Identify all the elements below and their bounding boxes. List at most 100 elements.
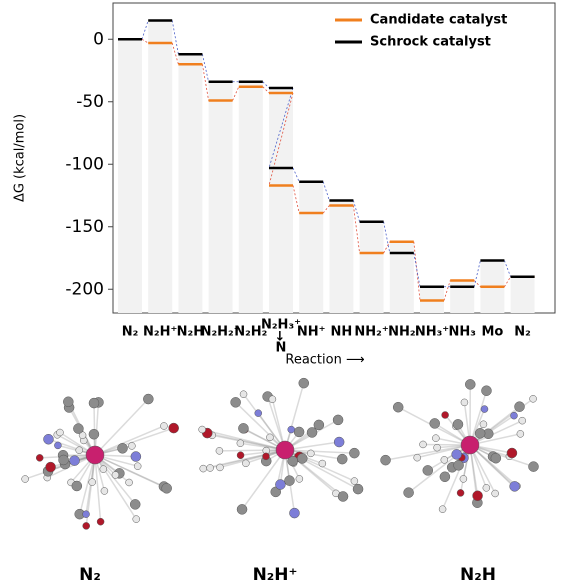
atom <box>440 456 449 464</box>
atom <box>297 453 308 464</box>
atom <box>298 377 310 389</box>
atom <box>289 507 300 519</box>
atom <box>472 490 483 502</box>
atom <box>96 517 105 526</box>
atom <box>307 449 315 458</box>
connector <box>141 20 149 40</box>
y-tick-label: -50 <box>76 92 104 112</box>
atom <box>99 465 108 473</box>
connector <box>268 87 294 169</box>
connector <box>383 241 391 254</box>
atom <box>143 393 154 405</box>
atom <box>465 379 476 390</box>
atom <box>506 447 518 459</box>
connector <box>262 81 270 89</box>
x-tick-label: N <box>276 341 287 356</box>
atom <box>460 398 469 407</box>
connector <box>171 42 179 65</box>
bond <box>94 454 167 489</box>
connector <box>141 38 149 44</box>
connector <box>383 221 391 254</box>
level-column <box>148 20 173 313</box>
atom <box>482 484 491 492</box>
atom <box>287 455 298 467</box>
atom <box>422 465 434 476</box>
atom <box>456 489 465 497</box>
bond <box>94 454 102 522</box>
atom <box>236 504 248 515</box>
x-tick-label: NH₂⁺ <box>354 325 388 340</box>
atom <box>287 425 296 434</box>
connector <box>292 167 300 182</box>
atom <box>82 510 90 518</box>
metal-atom <box>460 435 480 455</box>
atom <box>419 440 427 449</box>
bond <box>241 449 286 510</box>
atom <box>133 462 142 470</box>
x-tick-label: NH⁺ <box>297 325 326 340</box>
atom <box>349 447 360 459</box>
bond <box>284 449 355 454</box>
atom <box>518 416 527 425</box>
atom <box>239 390 248 398</box>
level-column <box>450 280 475 313</box>
atom <box>125 478 133 487</box>
level-column <box>178 54 203 313</box>
atom <box>262 452 270 461</box>
x-tick-label: NH₃⁺ <box>415 325 449 340</box>
level-column <box>269 88 293 313</box>
connector <box>202 54 209 82</box>
atom <box>491 489 499 498</box>
atom <box>266 433 274 442</box>
metal-atom <box>275 440 295 460</box>
bond <box>266 396 286 451</box>
bond <box>284 382 305 451</box>
atom <box>128 442 136 450</box>
bond <box>469 419 523 446</box>
connector <box>292 185 300 214</box>
atom <box>56 428 64 437</box>
atom <box>295 475 304 483</box>
bond <box>469 444 516 487</box>
atom <box>254 409 263 417</box>
atom <box>129 499 141 510</box>
bond <box>24 454 96 480</box>
x-tick-label: NH₃ <box>448 325 475 340</box>
atom <box>403 487 414 498</box>
connector <box>353 205 360 254</box>
x-tick-label: NH₂ <box>388 325 415 340</box>
atom <box>453 460 464 471</box>
atom <box>88 397 100 409</box>
atom <box>451 449 462 460</box>
atom <box>117 443 128 454</box>
x-tick-label: NH <box>331 325 353 340</box>
atom <box>333 436 345 448</box>
level-column <box>299 181 324 313</box>
legend-label: Candidate catalyst <box>370 13 507 28</box>
connector <box>504 276 511 287</box>
atom <box>275 479 286 490</box>
atom <box>432 434 440 442</box>
atom <box>441 411 449 419</box>
atom <box>481 385 492 396</box>
bond <box>94 454 136 505</box>
atom <box>350 477 359 485</box>
bond <box>469 444 534 468</box>
atom <box>132 515 140 523</box>
atom <box>54 441 62 450</box>
atom <box>215 447 224 455</box>
bond <box>94 454 165 488</box>
y-tick-label: -100 <box>65 154 104 174</box>
structure-label: N₂ <box>79 565 101 585</box>
connector <box>413 241 421 301</box>
connector <box>443 280 451 301</box>
bond <box>94 425 165 456</box>
atom <box>88 428 100 440</box>
atom <box>337 491 349 502</box>
atom <box>82 522 90 530</box>
atom <box>284 475 295 486</box>
atom <box>88 478 96 486</box>
bond <box>385 444 471 461</box>
atom <box>75 446 83 454</box>
bond <box>219 449 286 452</box>
